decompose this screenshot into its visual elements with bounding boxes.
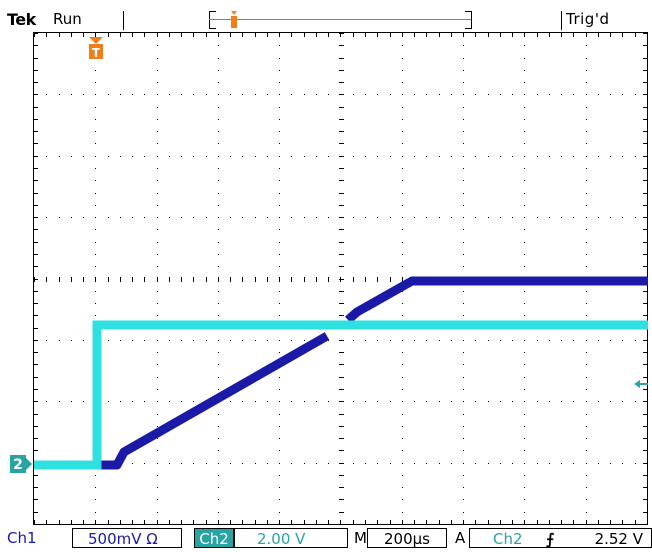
trigger-position-marker: T [89, 37, 103, 60]
ch2-waveform [34, 320, 648, 470]
trigger-level: 2.52 V [594, 530, 643, 548]
trigger-state: Trig'd [566, 10, 610, 28]
trigger-settings[interactable]: Ch2 ⨍ 2.52 V [469, 528, 652, 548]
record-length-bar [209, 19, 471, 20]
record-trigger-icon [231, 11, 237, 28]
ch1-waveform [34, 276, 648, 470]
trigger-source: Ch2 [493, 530, 523, 548]
divider [123, 11, 124, 30]
timebase-label: M [354, 529, 367, 547]
acquisition-state: Run [53, 10, 82, 28]
ch2-ground-marker: 2 [10, 455, 32, 473]
ch1-scale[interactable]: 500mV Ω [72, 528, 182, 548]
timebase-scale[interactable]: 200µs [367, 528, 447, 548]
trigger-mode-label: A [455, 529, 466, 547]
trigger-slope-icon: ⨍ [546, 530, 555, 548]
divider [561, 11, 562, 30]
settings-bar: Ch1 500mV Ω Ch2 2.00 V M 200µs A Ch2 ⨍ 2… [0, 528, 652, 552]
brand-logo: Tek [7, 10, 36, 29]
ch2-label[interactable]: Ch2 [194, 528, 234, 548]
record-bracket-right [465, 11, 472, 29]
trigger-level-arrow-icon [634, 380, 648, 388]
svg-text:T: T [92, 46, 101, 60]
status-bar: Tek Run Trig'd [0, 0, 652, 32]
svg-text:2: 2 [13, 457, 23, 473]
record-bracket-left [209, 11, 216, 29]
ch1-label[interactable]: Ch1 [7, 529, 37, 547]
ch2-scale[interactable]: 2.00 V [234, 528, 348, 548]
